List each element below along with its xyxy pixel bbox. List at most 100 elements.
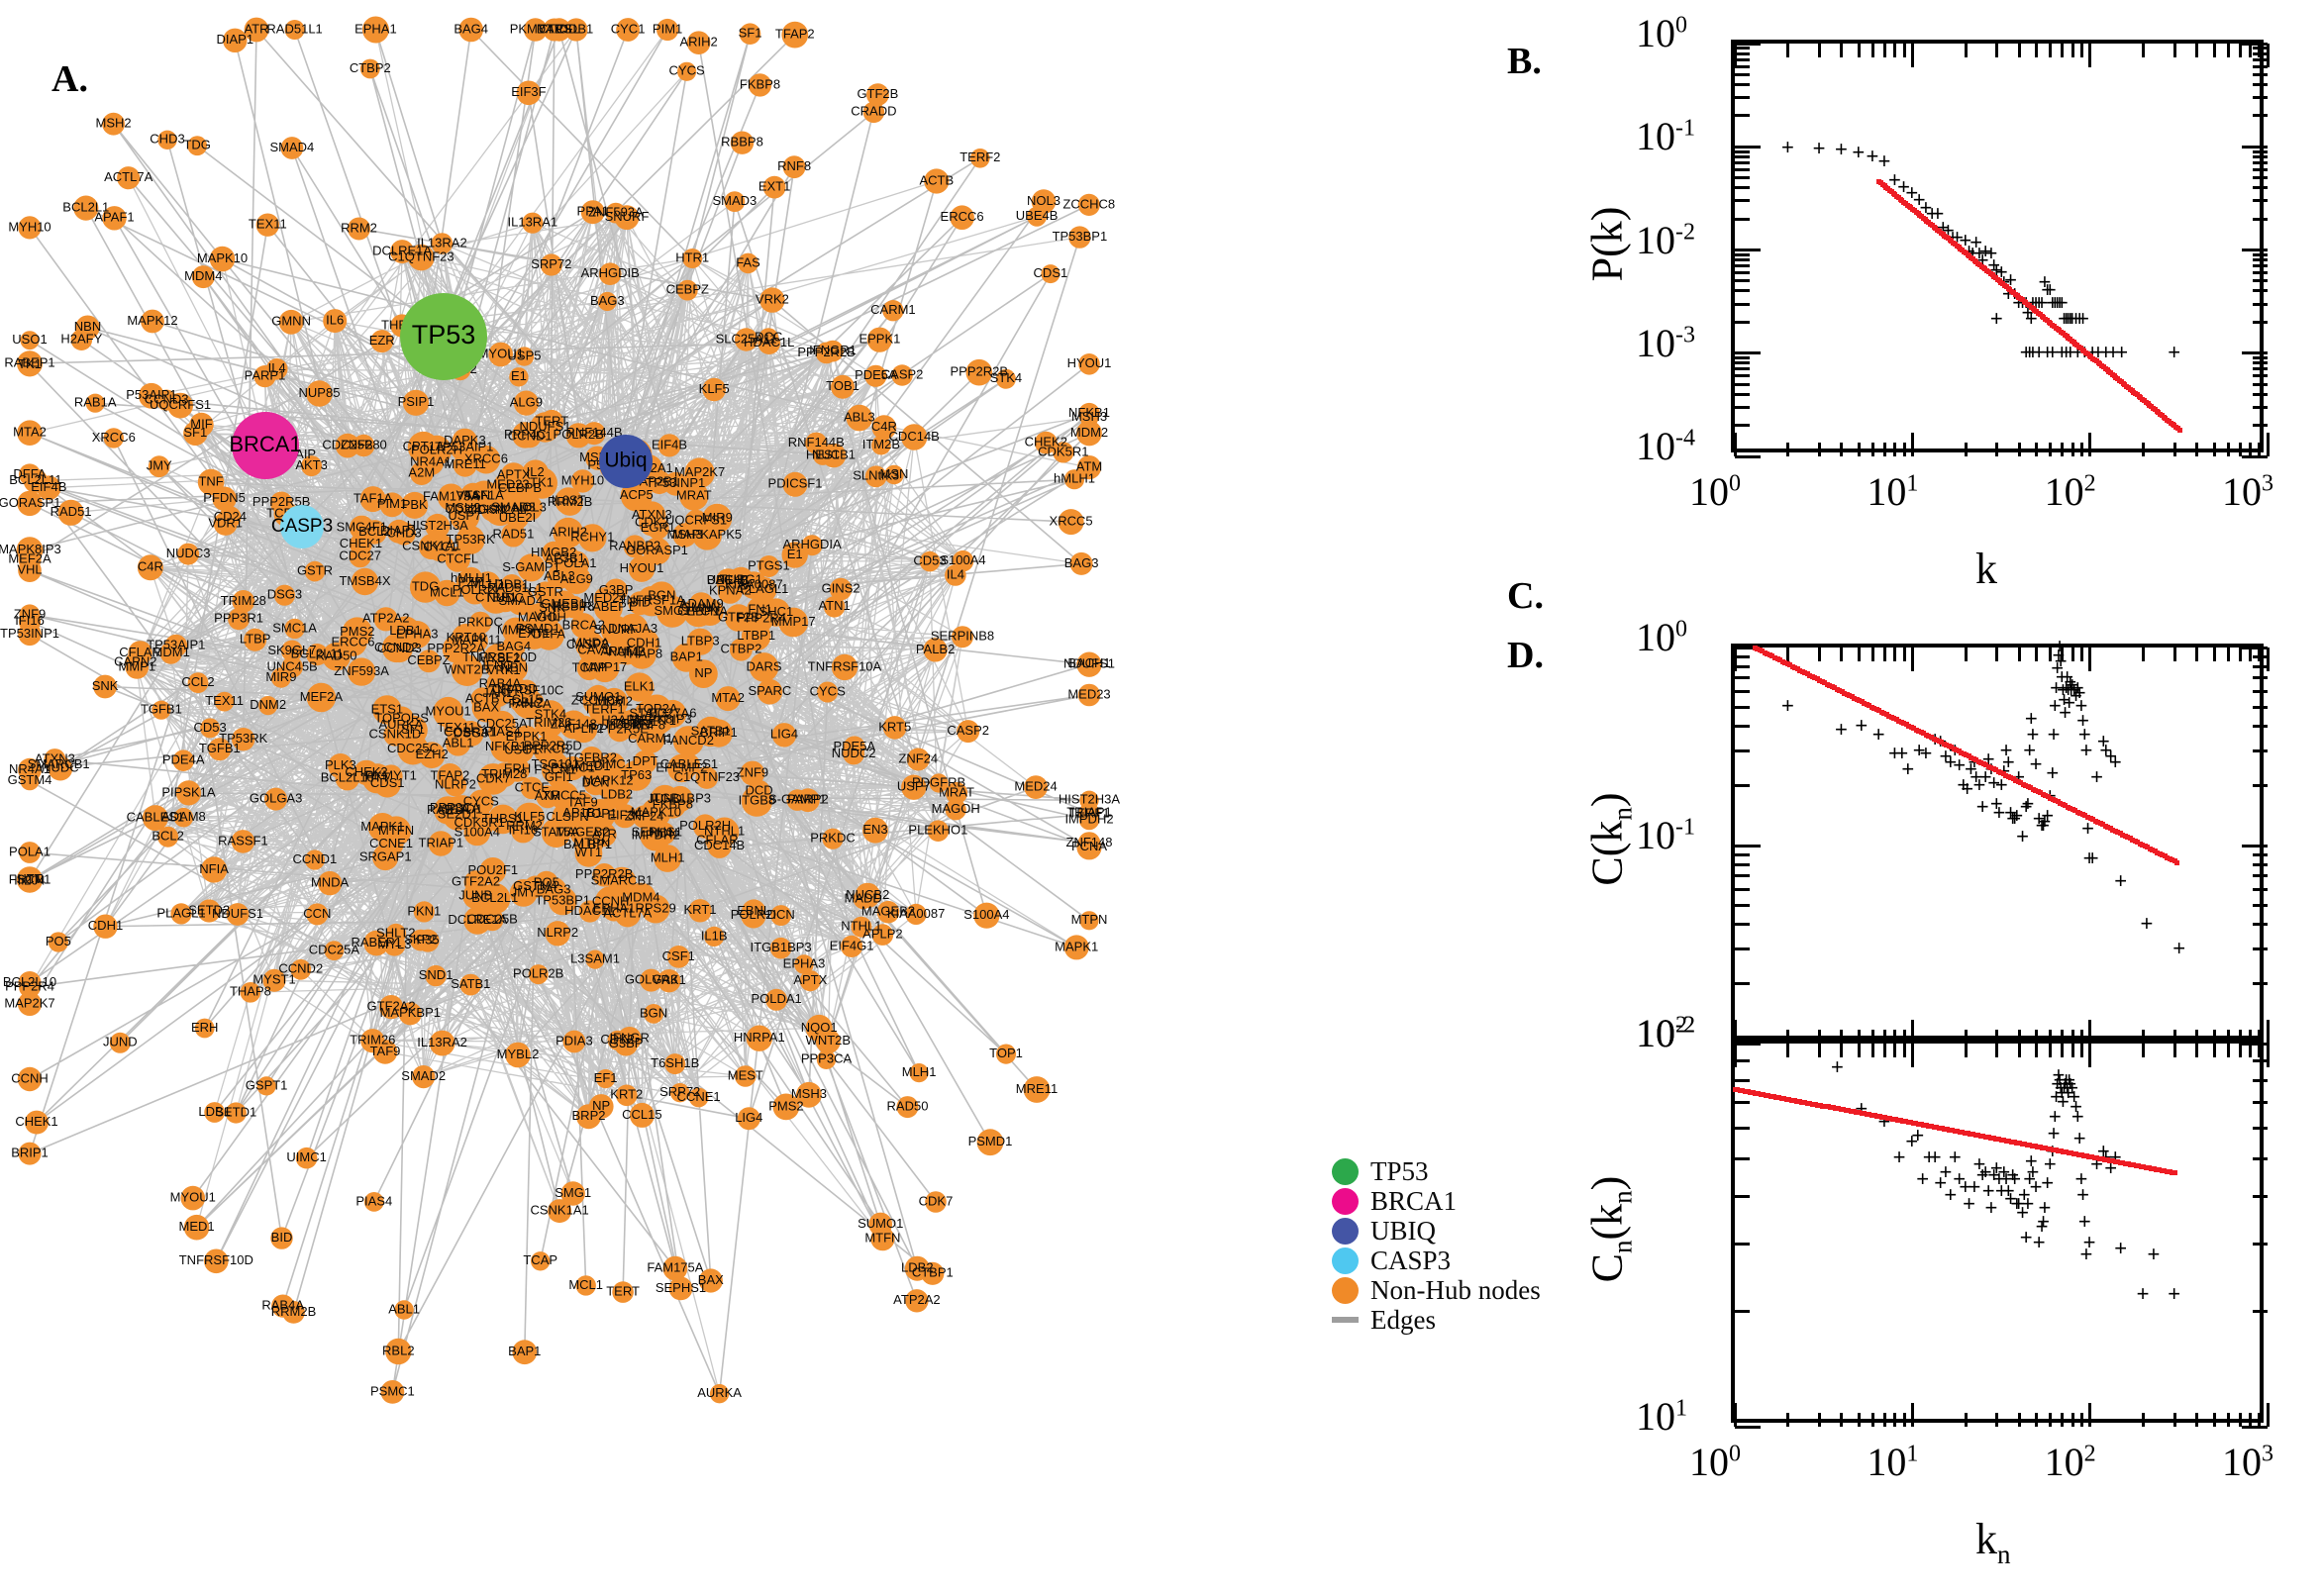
network-node[interactable]	[349, 515, 374, 541]
network-node[interactable]	[264, 787, 288, 811]
network-node[interactable]	[306, 903, 329, 926]
network-node[interactable]	[579, 747, 604, 770]
network-node[interactable]	[715, 686, 741, 712]
network-node[interactable]	[562, 1030, 586, 1053]
network-node[interactable]	[740, 760, 765, 786]
network-node[interactable]	[614, 205, 640, 231]
network-node[interactable]	[457, 721, 482, 746]
network-node[interactable]	[709, 1384, 730, 1404]
network-node[interactable]	[385, 636, 413, 663]
network-node[interactable]	[905, 1289, 929, 1313]
network-node[interactable]	[574, 839, 603, 867]
network-node[interactable]	[509, 879, 538, 907]
network-node[interactable]	[762, 175, 786, 199]
network-node[interactable]	[692, 521, 722, 550]
network-node[interactable]	[866, 83, 889, 106]
network-node[interactable]	[823, 596, 846, 618]
network-node[interactable]	[317, 870, 343, 896]
network-node[interactable]	[590, 652, 620, 683]
network-node[interactable]	[517, 553, 546, 582]
network-node[interactable]	[225, 1102, 247, 1124]
network-node[interactable]	[1079, 911, 1099, 931]
network-node[interactable]	[172, 749, 194, 771]
network-node[interactable]	[280, 137, 304, 159]
network-node[interactable]	[545, 921, 570, 947]
network-node[interactable]	[676, 279, 698, 301]
network-node[interactable]	[625, 672, 655, 702]
network-node[interactable]	[306, 682, 337, 713]
network-node[interactable]	[421, 435, 453, 466]
network-node[interactable]	[379, 995, 404, 1020]
network-node[interactable]	[93, 674, 117, 699]
network-node[interactable]	[17, 420, 43, 447]
network-node[interactable]	[654, 845, 682, 872]
network-node[interactable]	[522, 212, 544, 234]
network-node[interactable]	[543, 18, 566, 42]
network-node[interactable]	[531, 1251, 551, 1271]
network-node[interactable]	[1078, 402, 1100, 425]
network-node[interactable]	[757, 678, 783, 705]
network-node[interactable]	[817, 681, 839, 703]
network-node[interactable]	[862, 817, 888, 844]
network-node[interactable]	[945, 781, 968, 805]
network-node[interactable]	[759, 287, 785, 313]
network-node[interactable]	[479, 857, 507, 884]
network-node[interactable]	[540, 253, 562, 276]
network-node[interactable]	[117, 166, 141, 190]
network-node[interactable]	[425, 513, 451, 539]
network-node[interactable]	[363, 930, 389, 956]
network-node[interactable]	[628, 555, 656, 582]
network-node[interactable]	[25, 1110, 49, 1135]
network-node[interactable]	[265, 358, 288, 380]
network-node[interactable]	[737, 1107, 760, 1131]
network-node[interactable]	[361, 16, 389, 44]
network-node[interactable]	[794, 954, 814, 974]
network-node[interactable]	[16, 866, 44, 893]
network-node[interactable]	[1077, 193, 1100, 216]
network-node[interactable]	[271, 1294, 295, 1318]
network-node[interactable]	[418, 534, 445, 560]
network-node[interactable]	[642, 694, 672, 726]
network-node[interactable]	[686, 31, 711, 54]
network-node[interactable]	[453, 452, 477, 477]
network-node[interactable]	[410, 929, 432, 951]
network-node[interactable]	[575, 1275, 596, 1296]
network-node[interactable]	[1031, 189, 1057, 214]
network-node[interactable]	[704, 926, 725, 948]
network-node[interactable]	[402, 389, 430, 416]
network-node[interactable]	[637, 586, 667, 617]
network-node[interactable]	[868, 1212, 893, 1237]
network-node[interactable]	[1079, 790, 1099, 810]
network-node[interactable]	[85, 393, 105, 413]
network-node[interactable]	[370, 330, 394, 353]
network-node[interactable]	[459, 973, 482, 996]
network-node[interactable]	[409, 571, 442, 603]
network-node[interactable]	[662, 1255, 688, 1281]
network-node[interactable]	[901, 774, 927, 800]
network-node[interactable]	[924, 168, 950, 194]
network-node[interactable]	[822, 828, 844, 849]
network-node[interactable]	[20, 331, 40, 350]
network-node[interactable]	[514, 347, 535, 366]
network-node[interactable]	[417, 649, 441, 673]
network-node[interactable]	[197, 899, 221, 923]
network-node[interactable]	[1077, 832, 1101, 854]
network-node[interactable]	[48, 754, 69, 775]
network-node[interactable]	[921, 1261, 945, 1285]
network-node[interactable]	[394, 1300, 414, 1320]
network-node[interactable]	[688, 1087, 709, 1108]
network-node[interactable]	[746, 1025, 772, 1051]
network-node[interactable]	[702, 377, 726, 402]
network-node[interactable]	[815, 342, 838, 364]
network-node[interactable]	[380, 1380, 405, 1404]
network-node[interactable]	[379, 492, 405, 518]
network-node[interactable]	[555, 487, 582, 515]
network-node[interactable]	[725, 604, 753, 632]
network-node[interactable]	[1023, 1076, 1051, 1103]
network-node[interactable]	[596, 1069, 616, 1089]
network-node[interactable]	[19, 604, 41, 626]
network-node[interactable]	[584, 799, 616, 830]
network-node[interactable]	[23, 468, 49, 493]
network-node[interactable]	[273, 584, 295, 606]
network-node[interactable]	[18, 548, 42, 571]
